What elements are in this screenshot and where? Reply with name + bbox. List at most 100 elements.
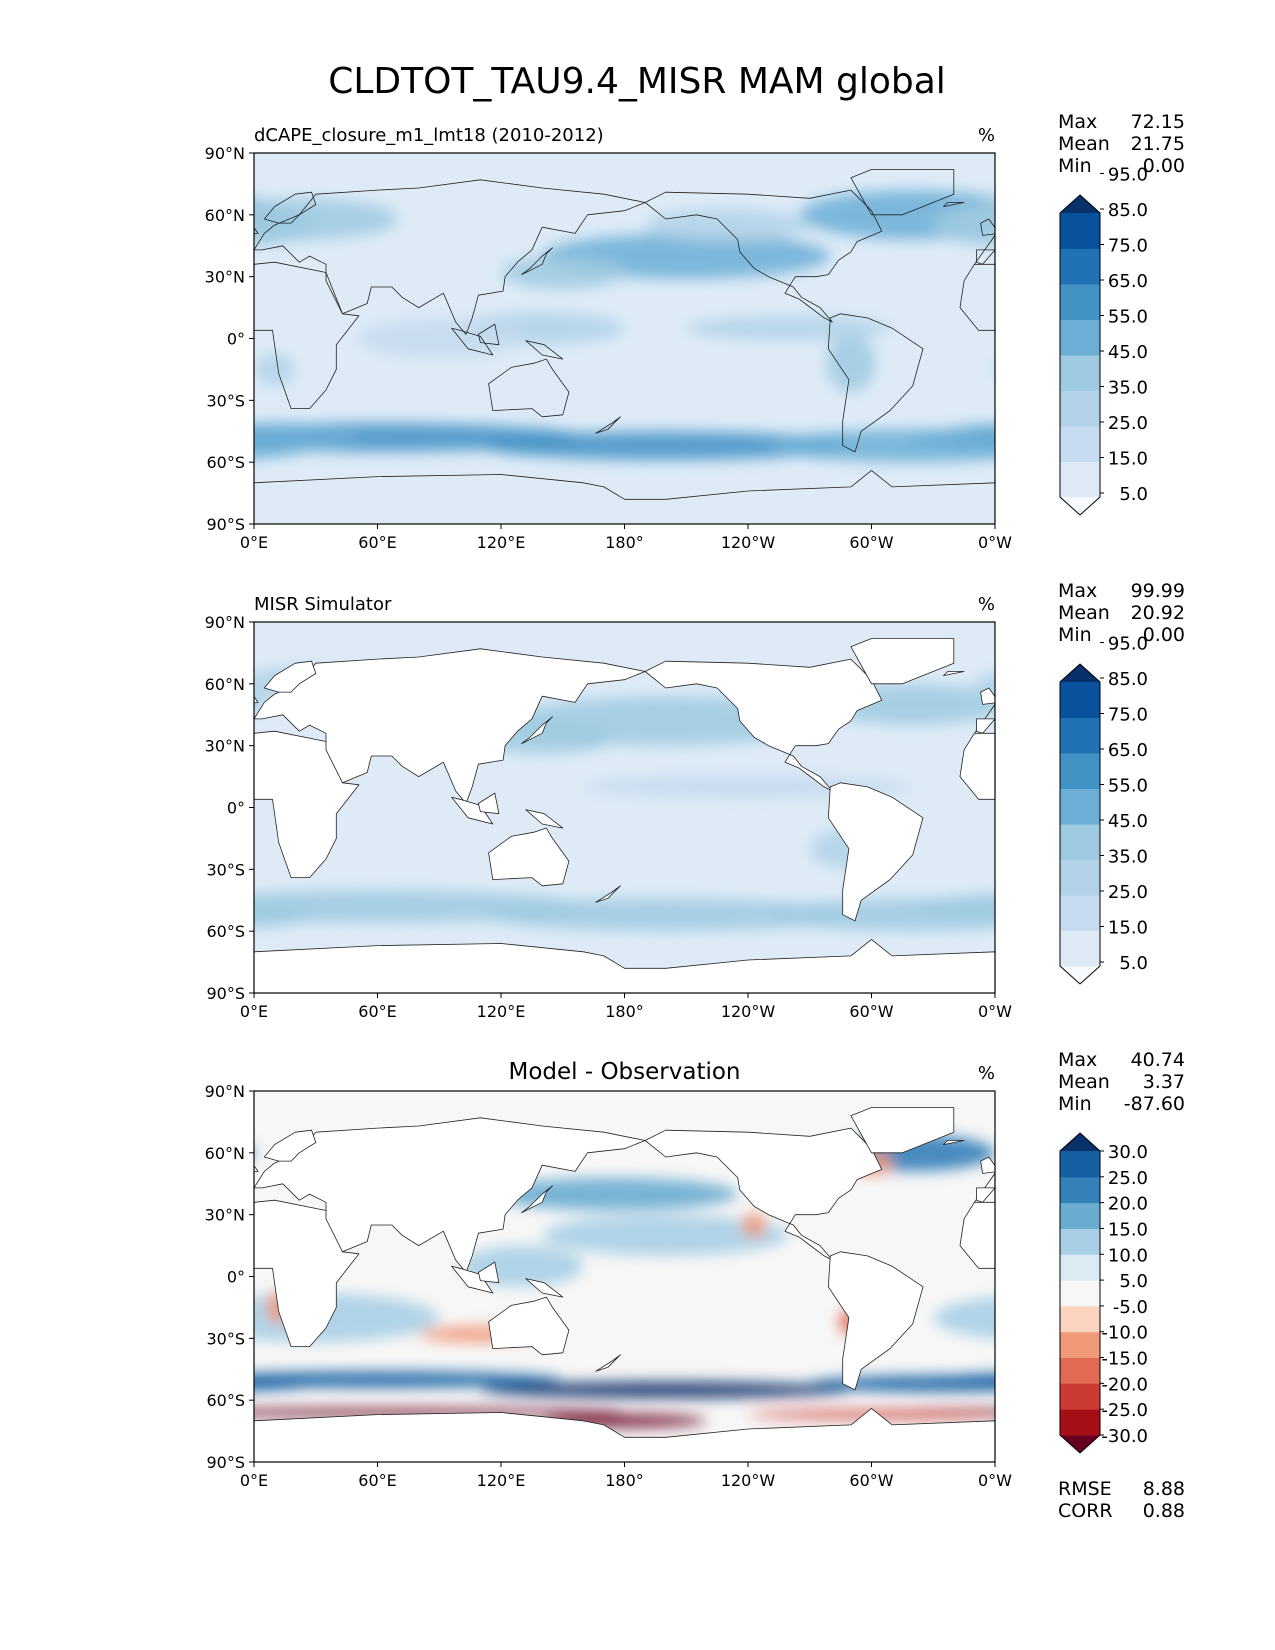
colorbar-segment: [1060, 1176, 1100, 1204]
field-blob: [254, 1408, 625, 1417]
land-outline: [254, 1117, 646, 1273]
colorbar-segment: [1060, 859, 1100, 896]
colorbar-tick-label: 5.0: [1119, 953, 1148, 974]
colorbar-tick-label: 15.0: [1108, 918, 1148, 939]
land-outline: [1230, 1297, 1275, 1355]
land-outline: [525, 809, 564, 829]
colorbar-tick-label: 5.0: [1119, 1271, 1148, 1292]
field-blob: [933, 1296, 995, 1340]
colorbar-segment: [1060, 682, 1100, 718]
land-outline: [1263, 717, 1275, 744]
coastlines: [254, 638, 1275, 993]
land-outline: [850, 1107, 955, 1154]
stat-label-min: Min: [1058, 624, 1092, 646]
land-outline: [254, 1408, 995, 1462]
land-outline: [263, 191, 317, 224]
field-blob: [0, 1382, 110, 1398]
colorbar-segment: [1060, 1383, 1100, 1410]
land-outline: [451, 327, 494, 356]
land-outline: [1005, 661, 1057, 692]
land-outline: [1267, 341, 1275, 360]
field-blob: [110, 1151, 151, 1176]
land-outline: [477, 792, 500, 815]
stat-value-mean: 20.92: [1131, 602, 1185, 624]
land-outline: [850, 638, 955, 685]
coastlines: [254, 1107, 1275, 1462]
y-tick-label: 90°S: [206, 984, 245, 1003]
land-outline: [980, 687, 995, 705]
colorbar-segment: [1060, 319, 1100, 356]
field-blob: [501, 256, 625, 289]
stat-value-corr: 0.88: [1143, 1500, 1185, 1522]
x-tick-label: 120°W: [721, 1002, 776, 1021]
land-outline: [827, 782, 924, 922]
x-tick-label: 60°E: [358, 1471, 396, 1490]
x-tick-label: 180°: [605, 1002, 644, 1021]
map-field: [0, 622, 1275, 993]
colorbar-segment: [1060, 1202, 1100, 1229]
panels: 90°N60°N30°N0°30°S60°S90°S0°E 60°E 120°E 18…: [0, 111, 1275, 1522]
stat-label-mean: Mean: [1058, 602, 1110, 624]
land-outline: [254, 695, 259, 704]
colorbar-tick-label: 5.0: [1119, 484, 1148, 505]
field-blob: [0, 775, 172, 800]
colorbar-segment: [1060, 1409, 1100, 1436]
land-outline: [943, 1140, 965, 1145]
panel-title-left: dCAPE_closure_m1_lmt18 (2010-2012): [254, 125, 604, 146]
colorbar-outline: [1059, 194, 1101, 516]
land-outline: [1263, 248, 1275, 275]
x-tick-label: 0°W: [978, 533, 1012, 552]
land-outline: [595, 885, 621, 903]
y-tick-label: 90°S: [206, 1453, 245, 1472]
colorbar-segment: [1060, 1331, 1100, 1358]
x-tick-label: 120°W: [721, 533, 776, 552]
stat-label-max: Max: [1058, 580, 1097, 602]
colorbar-segment: [1060, 248, 1100, 285]
land-outline: [521, 247, 553, 276]
colorbar-tick-label: 15.0: [1108, 449, 1148, 470]
land-outline: [254, 1164, 259, 1173]
stat-label-min: Min: [1058, 1093, 1092, 1115]
x-tick-label: 180°: [605, 533, 644, 552]
units-label: %: [978, 594, 995, 615]
land-outline: [1193, 797, 1234, 824]
field-blob: [98, 1309, 123, 1334]
panel-model: 90°N 60°N 30°N 0° 30°S 60°S 90°S0°E 60°E 120°E 18…: [0, 111, 1275, 552]
field-blob: [0, 233, 89, 278]
land-outline: [644, 189, 883, 323]
panel-title-center: Model - Observation: [508, 1059, 740, 1085]
land-outline: [1193, 1266, 1234, 1293]
x-tick-label: 60°E: [358, 533, 396, 552]
land-outline: [254, 648, 646, 804]
field-blob: [542, 1214, 790, 1256]
x-tick-label: 120°E: [477, 533, 526, 552]
land-outline: [1219, 1262, 1240, 1283]
land-outline: [254, 469, 995, 524]
map-field: [0, 1091, 1275, 1462]
land-outline: [488, 1296, 570, 1356]
stat-label-rmse: RMSE: [1058, 1478, 1112, 1500]
colorbar-tick-label: 95.0: [1108, 165, 1148, 186]
units-label: %: [978, 125, 995, 146]
stat-label-max: Max: [1058, 1049, 1097, 1071]
field-blob: [480, 431, 851, 461]
colorbar-extend-low: [1060, 497, 1100, 515]
land-outline: [1230, 828, 1275, 886]
land-outline: [488, 827, 570, 887]
colorbar-segment: [1060, 1151, 1100, 1178]
land-outline: [959, 234, 995, 331]
colorbar-tick-label: 45.0: [1108, 811, 1148, 832]
field-blob: [1211, 721, 1275, 754]
y-tick-label: 90°N: [205, 613, 245, 632]
panel-obs: 90°N 60°N 30°N 0° 30°S 60°S 90°S0°E 60°E 120°E 18…: [0, 580, 1275, 1021]
colorbar-extend-high: [1060, 1133, 1100, 1151]
y-tick-label: 90°S: [206, 515, 245, 534]
colorbar-tick-label: 55.0: [1108, 307, 1148, 328]
land-outline: [1267, 810, 1275, 829]
field-blob: [1232, 1178, 1275, 1211]
colorbar-segment: [1060, 1305, 1100, 1333]
stat-value-mean: 3.37: [1143, 1071, 1185, 1093]
y-tick-label: 0°: [227, 799, 245, 818]
land-outline: [254, 939, 995, 993]
colorbar-tick-label: -15.0: [1101, 1349, 1148, 1370]
